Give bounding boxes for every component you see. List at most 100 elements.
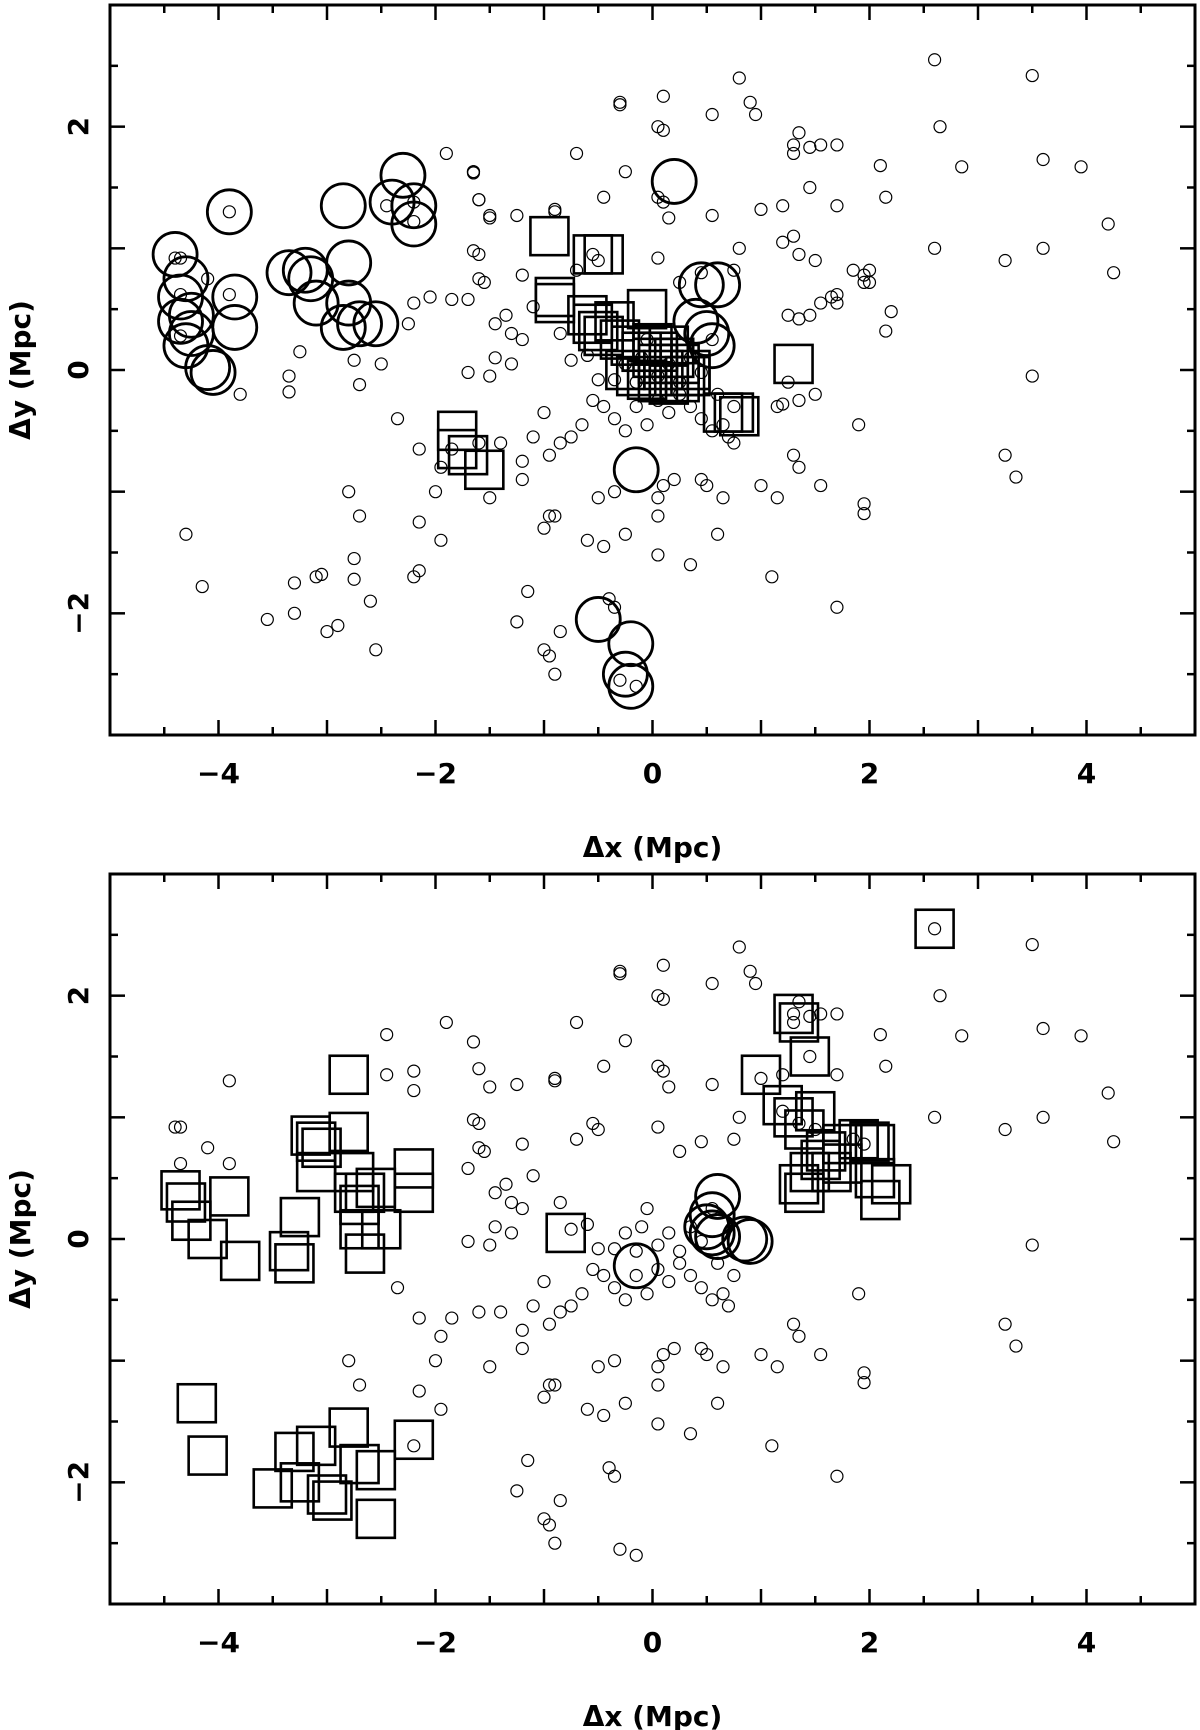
large-circle-point: [574, 596, 622, 643]
galaxy-point: [618, 165, 632, 179]
galaxy-point: [607, 1354, 622, 1368]
square-point: [762, 1084, 804, 1126]
galaxy-point: [710, 527, 725, 541]
square-point: [789, 1036, 831, 1077]
galaxy-point: [1036, 1110, 1050, 1124]
galaxy-point: [727, 436, 741, 450]
large-circle-point: [336, 300, 383, 348]
square-point: [572, 303, 614, 345]
galaxy-point: [483, 1080, 497, 1094]
galaxy-point: [754, 202, 768, 216]
square-point: [339, 1208, 380, 1250]
series-circles: [612, 1173, 774, 1290]
galaxy-point: [591, 491, 605, 505]
galaxy-point: [461, 1161, 475, 1176]
square-point: [615, 355, 657, 397]
galaxy-point: [651, 1238, 665, 1252]
galaxy-point: [656, 89, 670, 103]
large-circle-point: [612, 1242, 660, 1290]
galaxy-point: [1036, 1021, 1050, 1036]
galaxy-point: [635, 1220, 649, 1234]
square-point: [306, 1474, 348, 1515]
galaxy-point: [662, 405, 676, 420]
galaxy-point: [504, 1226, 519, 1240]
large-circle-point: [390, 200, 438, 248]
square-point: [393, 1419, 435, 1461]
galaxy-point: [618, 1396, 632, 1410]
galaxy-point: [466, 1035, 481, 1049]
galaxy-point: [656, 478, 670, 493]
galaxy-point: [651, 1378, 665, 1392]
galaxy-point: [656, 958, 670, 972]
galaxy-point: [765, 1439, 779, 1453]
galaxy-point: [233, 387, 247, 401]
galaxy-point: [553, 436, 567, 450]
galaxy-point: [656, 123, 670, 137]
galaxy-point: [428, 485, 443, 499]
galaxy-point: [472, 193, 486, 207]
galaxy-point: [483, 1360, 497, 1374]
galaxy-point: [542, 1317, 557, 1331]
large-circle-point: [379, 151, 427, 199]
galaxy-point: [287, 606, 302, 620]
large-circle-point: [319, 182, 367, 230]
galaxy-point: [553, 326, 567, 341]
galaxy-point: [618, 424, 632, 438]
square-point: [805, 1131, 847, 1172]
square-point: [811, 1151, 852, 1193]
galaxy-point: [857, 275, 871, 289]
galaxy-point: [770, 491, 784, 505]
galaxy-point: [814, 1007, 828, 1021]
galaxy-point: [786, 229, 801, 243]
galaxy-point: [748, 976, 763, 991]
galaxy-point: [803, 308, 817, 322]
galaxy-point: [499, 1177, 513, 1191]
galaxy-point: [607, 485, 622, 499]
large-circle-point: [683, 310, 731, 357]
square-point: [328, 1054, 370, 1096]
x-axis-label: Δx (Mpc): [583, 831, 723, 864]
galaxy-point: [879, 324, 893, 338]
square-point: [355, 1449, 397, 1491]
large-circle-point: [607, 662, 655, 710]
galaxy-point: [342, 1354, 356, 1368]
galaxy-point: [1009, 1339, 1023, 1353]
square-point: [355, 1498, 397, 1540]
galaxy-point: [586, 1116, 600, 1131]
square-point: [778, 1002, 820, 1043]
galaxy-point: [1036, 241, 1050, 255]
square-point: [713, 392, 755, 433]
square-point: [577, 310, 619, 352]
galaxy-point: [488, 351, 502, 365]
galaxy-point: [705, 976, 719, 991]
galaxy-point: [461, 1234, 475, 1249]
galaxy-point: [483, 369, 497, 383]
galaxy-point: [331, 618, 345, 633]
galaxy-point: [879, 190, 893, 204]
galaxy-point: [488, 1186, 502, 1200]
square-point: [187, 1218, 228, 1260]
square-point: [268, 1230, 310, 1272]
galaxy-point: [814, 296, 828, 310]
galaxy-point: [445, 292, 459, 307]
square-point: [854, 1157, 896, 1199]
galaxy-point: [716, 1360, 730, 1374]
square-point: [328, 1111, 370, 1153]
galaxy-point: [521, 584, 535, 599]
galaxy-point: [564, 353, 578, 367]
galaxy-point: [1074, 160, 1088, 174]
galaxy-point: [515, 1137, 529, 1151]
galaxy-point: [716, 1287, 730, 1301]
galaxy-point: [542, 1378, 557, 1392]
square-point: [360, 1208, 402, 1250]
galaxy-point: [521, 1453, 535, 1468]
galaxy-point: [927, 922, 942, 936]
galaxy-point: [927, 241, 942, 255]
square-point: [659, 361, 700, 403]
square-point: [393, 1148, 435, 1189]
galaxy-point: [613, 98, 627, 112]
galaxy-point: [732, 241, 746, 255]
galaxy-point: [667, 472, 681, 487]
galaxy-point: [651, 1120, 665, 1134]
galaxy-point: [662, 1080, 676, 1094]
